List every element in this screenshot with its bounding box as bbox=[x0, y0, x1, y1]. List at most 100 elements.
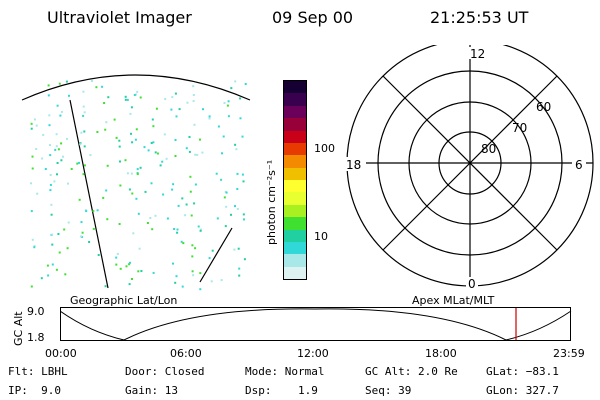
image-speckle bbox=[192, 94, 195, 96]
image-speckle bbox=[192, 274, 195, 277]
image-speckle bbox=[181, 285, 184, 288]
image-speckle bbox=[80, 221, 83, 224]
image-speckle bbox=[150, 182, 153, 185]
time-label: 21:25:53 UT bbox=[430, 8, 529, 27]
colorbar-swatch bbox=[284, 155, 306, 168]
image-speckle bbox=[156, 152, 159, 155]
mlt-label-0: 0 bbox=[468, 277, 476, 291]
image-speckle bbox=[166, 217, 169, 220]
colorbar-tick-100: 100 bbox=[314, 142, 335, 155]
image-speckle bbox=[234, 143, 237, 146]
image-speckle bbox=[128, 263, 131, 266]
image-speckle bbox=[136, 90, 139, 93]
info-mode: Mode: Normal bbox=[245, 365, 325, 378]
image-speckle bbox=[119, 160, 121, 163]
image-speckle bbox=[176, 228, 179, 231]
image-speckle bbox=[191, 255, 194, 258]
image-speckle bbox=[238, 267, 241, 270]
image-speckle bbox=[57, 233, 60, 235]
image-speckle bbox=[230, 213, 232, 216]
image-speckle bbox=[147, 149, 150, 152]
image-speckle bbox=[80, 131, 83, 134]
colorbar-swatch bbox=[284, 192, 306, 205]
image-speckle bbox=[80, 235, 83, 238]
image-speckle bbox=[171, 188, 174, 191]
image-speckle bbox=[135, 128, 138, 131]
colorbar-swatch bbox=[284, 142, 306, 156]
image-speckle bbox=[174, 281, 177, 284]
image-speckle bbox=[234, 205, 236, 208]
image-speckle bbox=[66, 137, 68, 140]
image-speckle bbox=[35, 124, 38, 127]
image-speckle bbox=[47, 94, 50, 97]
image-speckle bbox=[139, 166, 142, 169]
image-speckle bbox=[199, 288, 202, 291]
image-speckle bbox=[46, 264, 49, 267]
image-speckle bbox=[170, 108, 173, 111]
image-speckle bbox=[70, 168, 73, 170]
image-speckle bbox=[118, 223, 121, 225]
image-speckle bbox=[217, 125, 220, 128]
edge-line bbox=[199, 227, 233, 283]
image-speckle bbox=[30, 122, 33, 125]
image-speckle bbox=[41, 157, 44, 160]
image-speckle bbox=[51, 233, 54, 236]
image-speckle bbox=[101, 85, 104, 88]
geographic-image-panel bbox=[21, 74, 251, 291]
image-speckle bbox=[241, 135, 244, 138]
image-speckle bbox=[193, 202, 196, 205]
image-speckle bbox=[63, 228, 66, 231]
image-speckle bbox=[227, 100, 230, 103]
image-speckle bbox=[78, 161, 80, 164]
image-speckle bbox=[59, 114, 62, 117]
image-speckle bbox=[199, 228, 202, 231]
image-speckle bbox=[83, 111, 86, 114]
image-speckle bbox=[68, 94, 70, 97]
image-speckle bbox=[239, 97, 242, 100]
image-speckle bbox=[180, 240, 183, 243]
image-speckle bbox=[237, 247, 240, 250]
image-speckle bbox=[49, 174, 52, 176]
image-speckle bbox=[115, 256, 118, 259]
horizon-arc bbox=[21, 74, 251, 101]
info-gc-alt: GC Alt: 2.0 Re bbox=[365, 365, 458, 378]
orbit-altitude-timeline bbox=[60, 307, 572, 341]
image-speckle bbox=[196, 153, 199, 156]
image-speckle bbox=[137, 270, 140, 273]
colorbar-swatch bbox=[284, 118, 306, 131]
image-speckle bbox=[89, 154, 92, 157]
image-speckle bbox=[104, 285, 107, 288]
image-speckle bbox=[33, 118, 36, 121]
image-speckle bbox=[97, 254, 100, 256]
mlt-label-6: 6 bbox=[575, 158, 583, 172]
info-glon: GLon: 327.7 bbox=[486, 384, 559, 397]
image-speckle bbox=[88, 241, 91, 243]
lat-label-70: 70 bbox=[512, 121, 527, 135]
image-speckle bbox=[104, 128, 107, 131]
image-speckle bbox=[211, 249, 214, 252]
image-speckle bbox=[60, 110, 63, 113]
image-speckle bbox=[113, 118, 116, 121]
image-speckle bbox=[96, 209, 99, 212]
image-speckle bbox=[48, 124, 51, 127]
timeline-y-tick-top: 9.0 bbox=[27, 305, 45, 318]
image-speckle bbox=[49, 189, 52, 192]
image-speckle bbox=[30, 127, 33, 130]
image-speckle bbox=[175, 115, 178, 118]
altitude-curve bbox=[60, 308, 572, 341]
colorbar-swatch bbox=[284, 266, 306, 279]
image-speckle bbox=[150, 142, 153, 144]
image-speckle bbox=[154, 151, 157, 154]
image-speckle bbox=[130, 132, 132, 135]
image-speckle bbox=[30, 182, 32, 185]
image-speckle bbox=[149, 217, 152, 219]
image-speckle bbox=[126, 98, 129, 101]
image-speckle bbox=[243, 258, 246, 261]
image-speckle bbox=[242, 213, 245, 216]
image-speckle bbox=[131, 192, 134, 195]
image-speckle bbox=[190, 214, 193, 217]
image-speckle bbox=[83, 145, 86, 148]
image-speckle bbox=[185, 147, 188, 150]
image-speckle bbox=[82, 114, 85, 117]
image-speckle bbox=[185, 203, 188, 206]
